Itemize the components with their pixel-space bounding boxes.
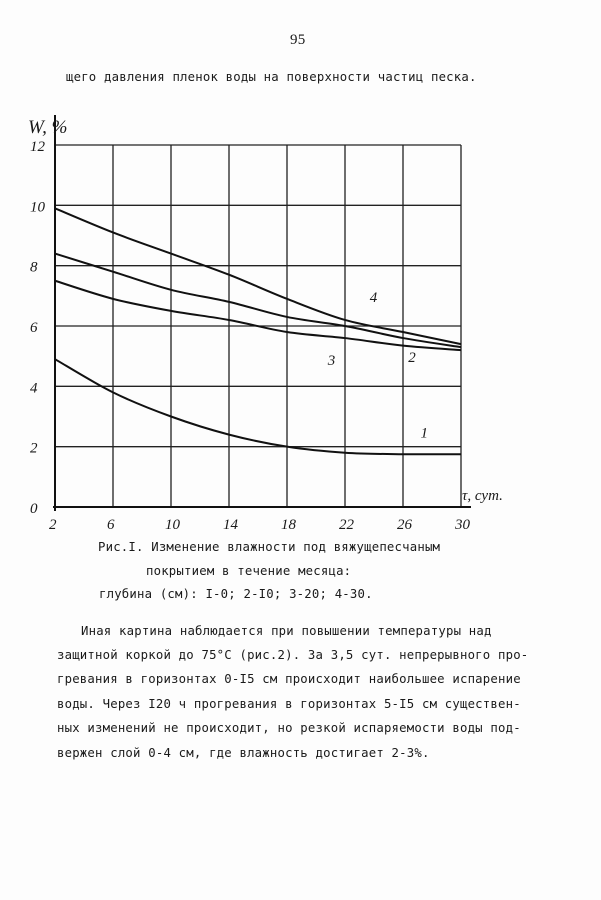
curve-label-3: 3 bbox=[327, 353, 336, 369]
chart-lines bbox=[54, 207, 462, 456]
paragraph-line-1: Иная картина наблюдается при повышении т… bbox=[81, 624, 492, 638]
y-tick-label: 10 bbox=[30, 199, 46, 215]
curve-label-2: 2 bbox=[408, 350, 416, 366]
x-tick-label: 6 bbox=[107, 517, 115, 533]
caption-line-1: Рис.I. Изменение влажности под вяжущепес… bbox=[98, 540, 441, 554]
curve-label-1: 1 bbox=[421, 426, 429, 442]
caption-line-2: покрытием в течение месяца: bbox=[146, 564, 352, 578]
caption-line-3: глубина (см): I-0; 2-I0; 3-20; 4-30. bbox=[99, 587, 373, 601]
x-tick-label: 14 bbox=[223, 517, 239, 533]
curve-1 bbox=[54, 358, 462, 456]
y-tick-label: 12 bbox=[30, 139, 46, 155]
x-tick-label: 10 bbox=[165, 517, 181, 533]
curve-2 bbox=[54, 279, 462, 352]
y-tick-label: 4 bbox=[30, 380, 38, 396]
curve-4 bbox=[54, 207, 462, 346]
top-text-line: щего давления пленок воды на поверхности… bbox=[66, 70, 477, 84]
y-axis-label: W, % bbox=[28, 117, 67, 138]
x-tick-label: 30 bbox=[454, 517, 471, 533]
page-number: 95 bbox=[290, 32, 306, 48]
x-tick-label: 26 bbox=[397, 517, 413, 533]
chart-grid bbox=[54, 144, 462, 508]
paragraph-line-3: гревания в горизонтах 0-I5 см происходит… bbox=[57, 672, 521, 686]
y-tick-label: 0 bbox=[30, 501, 38, 517]
x-tick-label: 18 bbox=[281, 517, 297, 533]
x-tick-label: 2 bbox=[49, 517, 57, 533]
x-tick-label: 22 bbox=[339, 517, 355, 533]
y-tick-label: 6 bbox=[30, 320, 38, 336]
paragraph-line-4: воды. Через I20 ч прогревания в горизонт… bbox=[57, 697, 521, 711]
x-axis-label: τ, сут. bbox=[462, 488, 503, 504]
curve-3 bbox=[54, 252, 462, 349]
curve-label-4: 4 bbox=[370, 290, 378, 306]
paragraph-line-6: вержен слой 0-4 см, где влажность достиг… bbox=[57, 746, 430, 760]
paragraph-line-5: ных изменений не происходит, но резкой и… bbox=[57, 721, 521, 735]
y-tick-label: 8 bbox=[30, 260, 38, 276]
chart-axes bbox=[53, 115, 471, 511]
y-tick-label: 2 bbox=[30, 441, 38, 457]
paragraph-line-2: защитной коркой до 75°С (рис.2). За 3,5 … bbox=[57, 648, 529, 662]
